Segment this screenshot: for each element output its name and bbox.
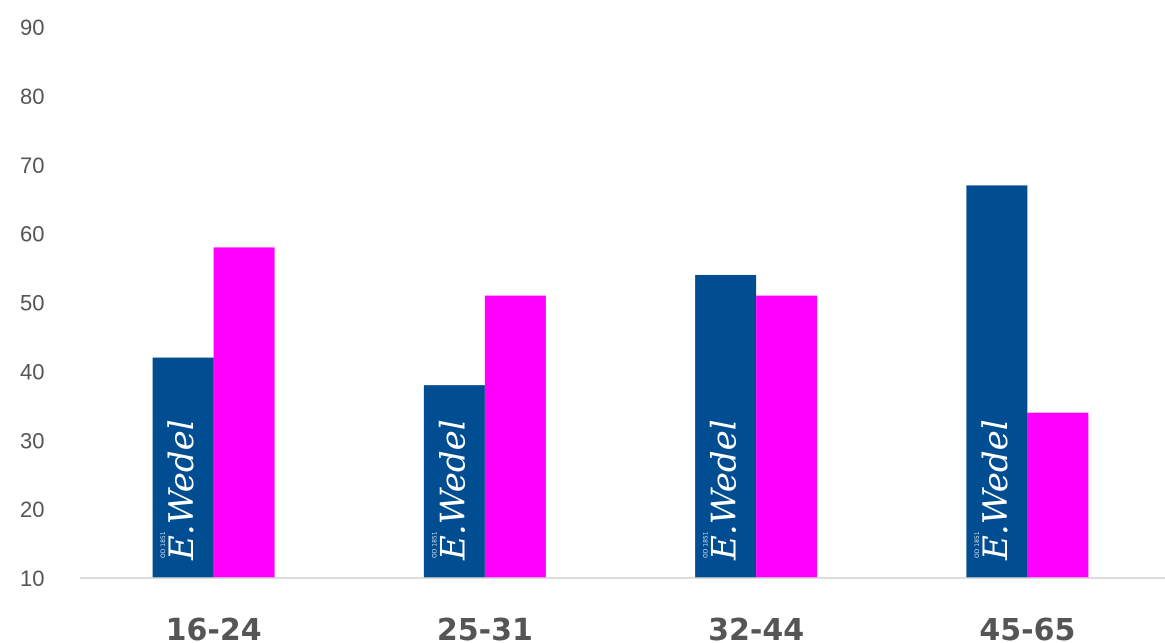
bar-25-31-series-1 [423,385,485,578]
y-tick-label: 10 [20,566,44,591]
logo-small-text: OD 1851 [974,531,981,558]
x-category-label: 16-24 [166,613,262,643]
bar-45-65-series-2 [1027,412,1089,578]
bar-25-31-series-2 [484,295,546,578]
logo-small-text: OD 1851 [703,531,710,558]
x-category-label: 45-65 [979,613,1075,643]
logo-text: E.Wedel [162,419,202,561]
y-tick-label: 70 [20,153,44,178]
y-tick-label: 30 [20,428,44,453]
y-tick-label: 20 [20,497,44,522]
y-axis-ticks: 10 20 30 40 50 60 70 80 90 [20,15,44,591]
bar-32-44-series-2 [756,295,818,578]
x-category-label: 32-44 [708,613,804,643]
y-tick-label: 50 [20,291,44,316]
x-axis-labels: 16-24 25-31 32-44 45-65 [166,613,1076,643]
logo-text: E.Wedel [705,419,745,561]
y-tick-label: 60 [20,222,44,247]
y-tick-label: 80 [20,84,44,109]
bar-16-24-series-2 [213,247,275,578]
x-category-label: 25-31 [437,613,533,643]
logo-text: E.Wedel [433,419,473,561]
logo-text: E.Wedel [976,419,1016,561]
logo-small-text: OD 1851 [431,531,438,558]
logo-small-text: OD 1851 [160,531,167,558]
bar-45-65-series-1 [966,185,1028,578]
bar-16-24-series-1 [152,357,214,578]
y-tick-label: 90 [20,15,44,40]
bar-32-44-series-1 [695,274,757,578]
y-tick-label: 40 [20,359,44,384]
